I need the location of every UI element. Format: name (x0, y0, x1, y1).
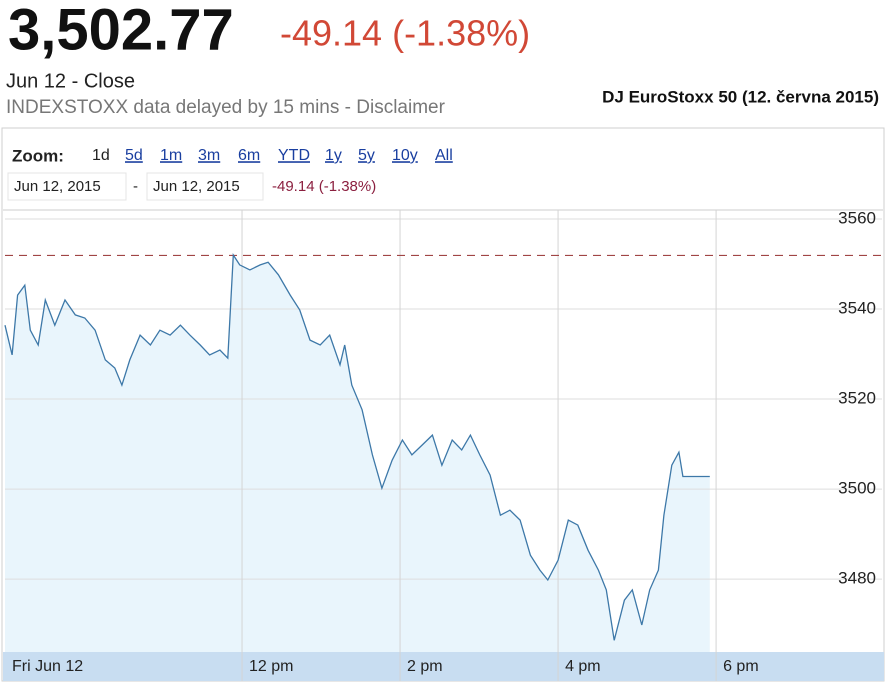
x-tick-label: 12 pm (249, 658, 293, 675)
start-input[interactable] (7, 172, 127, 201)
end-input[interactable] (146, 172, 264, 201)
zoom-option[interactable]: 1y (325, 147, 342, 164)
range-change: -49.14 (-1.38%) (272, 178, 376, 195)
end-date: Jun 12, 2015 (153, 178, 240, 195)
zoom-options: 1d 5d 1m 3m 6m YTD 1y 5y 10y All (92, 147, 453, 164)
y-tick-label: 3480 (838, 569, 876, 588)
x-tick-label: 6 pm (723, 658, 759, 675)
delay-note: INDEXSTOXX data delayed by 15 mins - Dis… (6, 97, 446, 118)
price-change: -49.14 (-1.38%) (280, 13, 530, 54)
zoom-label: Zoom: (12, 146, 64, 165)
zoom-option[interactable]: 3m (198, 147, 220, 164)
y-tick-label: 3500 (838, 479, 876, 498)
caption: DJ EuroStoxx 50 (12. června 2015) (602, 87, 879, 106)
zoom-option[interactable]: YTD (278, 147, 310, 164)
zoom-option[interactable]: 1d (92, 147, 110, 164)
x-axis-band (3, 652, 884, 681)
zoom-option[interactable]: 1m (160, 147, 182, 164)
x-tick-label: 2 pm (407, 658, 443, 675)
y-tick-label: 3540 (838, 299, 876, 318)
plot: 3480 3500 3520 3540 3560 Fri Jun 12 12 pm 2 pm 4… (4, 208, 882, 681)
date-label: Jun 12 - Close (6, 70, 135, 92)
price: 3,502.77 (8, 0, 234, 62)
zoom-option[interactable]: 5y (358, 147, 375, 164)
zoom-option[interactable]: 10y (392, 147, 418, 164)
zoom-option[interactable]: 5d (125, 147, 143, 164)
price-line (4, 252, 710, 641)
range-separator: - (133, 178, 138, 195)
y-tick-label: 3560 (838, 208, 876, 227)
x-tick-label: 4 pm (565, 658, 601, 675)
y-tick-label: 3520 (838, 389, 876, 408)
area (5, 255, 710, 652)
start-date: Jun 12, 2015 (14, 178, 101, 195)
x-tick-label: Fri Jun 12 (12, 658, 83, 675)
zoom-option[interactable]: 6m (238, 147, 260, 164)
zoom-option[interactable]: All (435, 147, 453, 164)
